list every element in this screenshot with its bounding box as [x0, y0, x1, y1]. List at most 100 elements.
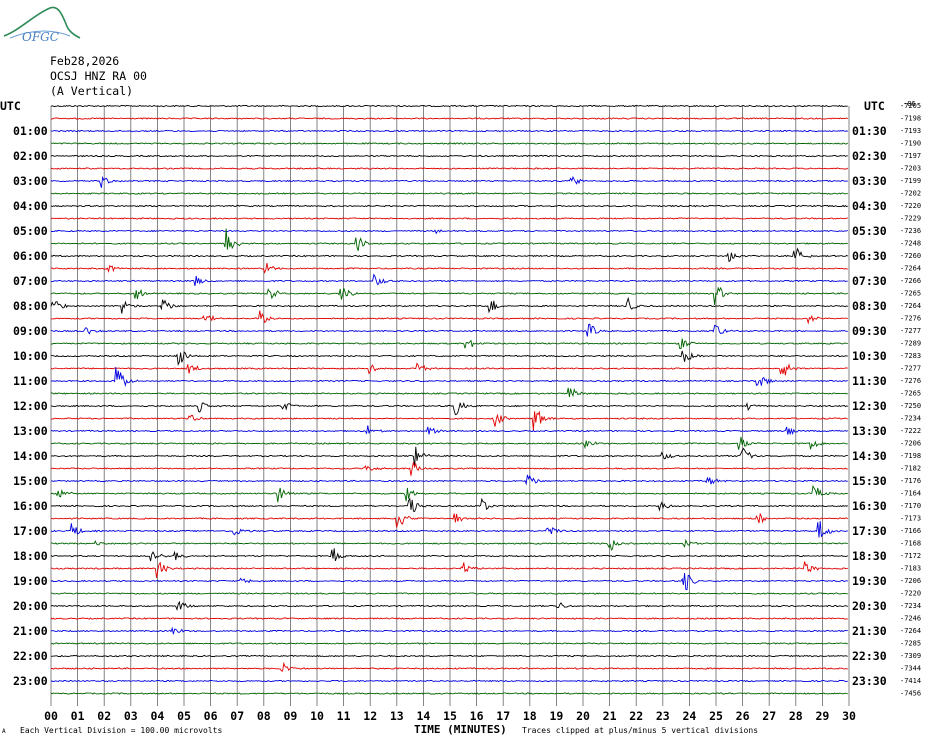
x-tick-label: 21	[603, 709, 617, 723]
offset-label: -7229	[900, 215, 921, 223]
left-hour-label: 01:00	[13, 124, 48, 138]
scale-note: Each Vertical Division = 100.00 microvol…	[20, 726, 222, 735]
trace-line	[50, 362, 848, 376]
offset-label: -7265	[900, 290, 921, 298]
offset-label: -7220	[900, 590, 921, 598]
right-offset-labels: -7205 -7198 -7193 -7190 -7197 -7203 -7199 -7202…	[900, 102, 921, 698]
left-hour-label: 05:00	[13, 224, 48, 238]
clip-note: Traces clipped at plus/minus 5 vertical …	[522, 726, 758, 735]
offset-label: -7250	[900, 402, 921, 410]
left-hour-label: 11:00	[13, 374, 48, 388]
footer-mark: A	[2, 728, 6, 735]
trace-line	[50, 401, 848, 416]
trace-line	[50, 175, 848, 188]
offset-label: -7199	[900, 177, 921, 185]
left-hour-label: 03:00	[13, 174, 48, 188]
offset-label: -7260	[900, 252, 921, 260]
x-axis-label: TIME (MINUTES)	[414, 723, 507, 736]
right-hour-label: 17:30	[852, 524, 887, 538]
x-tick-label: 29	[815, 709, 829, 723]
right-hour-label: 14:30	[852, 449, 887, 463]
offset-label: -7164	[900, 490, 921, 498]
offset-label: -7285	[900, 640, 921, 648]
ofgc-logo: OFGC	[3, 6, 81, 44]
offset-label: -7276	[900, 377, 921, 385]
x-tick-label: 10	[310, 709, 324, 723]
offset-label: -7236	[900, 227, 921, 235]
trace-line	[50, 436, 848, 450]
offset-label: -7166	[900, 527, 921, 535]
trace-line	[50, 310, 848, 325]
trace-line	[51, 229, 848, 235]
x-tick-label: 07	[230, 709, 244, 723]
offset-label: -7234	[900, 602, 921, 610]
offset-label: -7344	[900, 665, 921, 673]
x-tick-label: 00	[44, 709, 58, 723]
offset-label: -7220	[900, 202, 921, 210]
offset-label: -7248	[900, 240, 921, 248]
trace-line	[51, 367, 848, 388]
trace-line	[50, 273, 848, 287]
trace-line	[50, 154, 848, 158]
trace-line	[50, 129, 848, 133]
offset-label: -7309	[900, 652, 921, 660]
x-tick-label: 15	[443, 709, 457, 723]
offset-label: -7234	[900, 415, 921, 423]
trace-line	[50, 217, 848, 220]
x-tick-label: 30	[842, 709, 856, 723]
trace-line	[50, 338, 848, 350]
offset-label: -7222	[900, 427, 921, 435]
left-hour-label: 19:00	[13, 574, 48, 588]
offset-label: -7168	[900, 540, 921, 548]
trace-line	[50, 654, 848, 658]
offset-label: -7203	[900, 165, 921, 173]
trace-line	[50, 104, 848, 108]
offset-label: -7202	[900, 190, 921, 198]
offset-label: -7277	[900, 365, 921, 373]
x-tick-label: 05	[177, 709, 191, 723]
right-hour-label: 12:30	[852, 399, 887, 413]
left-hour-label: 07:00	[13, 274, 48, 288]
x-tick-label: 08	[257, 709, 271, 723]
offset-label: -7190	[900, 140, 921, 148]
left-hour-label: 14:00	[13, 449, 48, 463]
offset-label: -7264	[900, 302, 921, 310]
right-hour-label: 04:30	[852, 199, 887, 213]
x-tick-label: 13	[390, 709, 404, 723]
offset-label: -7205	[900, 102, 921, 110]
x-tick-label: 27	[762, 709, 776, 723]
trace-line	[50, 497, 849, 513]
trace-line	[50, 410, 848, 431]
offset-label: -7172	[900, 552, 921, 560]
x-tick-label: 22	[629, 709, 643, 723]
trace-line	[50, 425, 849, 436]
left-hour-labels: 01:00 02:00 03:00 04:00 05:00 06:00 07:00 08:00…	[13, 124, 48, 688]
offset-label: -7276	[900, 315, 921, 323]
offset-label: -7182	[900, 465, 921, 473]
offset-label: -7198	[900, 115, 921, 123]
left-hour-label: 21:00	[13, 624, 48, 638]
left-hour-label: 17:00	[13, 524, 48, 538]
offset-label: -7246	[900, 615, 921, 623]
trace-line	[50, 247, 849, 263]
right-axis-label: UTC	[864, 99, 885, 113]
right-hour-label: 21:30	[852, 624, 887, 638]
offset-label: -7266	[900, 277, 921, 285]
offset-label: -7176	[900, 477, 921, 485]
offset-label: -7265	[900, 390, 921, 398]
trace-line	[51, 661, 848, 672]
trace-line	[50, 679, 848, 683]
left-hour-label: 18:00	[13, 549, 48, 563]
trace-line	[50, 642, 848, 645]
left-hour-label: 08:00	[13, 299, 48, 313]
offset-label: -7277	[900, 327, 921, 335]
right-hour-label: 01:30	[852, 124, 887, 138]
trace-line	[50, 474, 848, 486]
trace-line	[50, 263, 848, 274]
top-right-mark: -86	[903, 100, 916, 108]
right-hour-label: 20:30	[852, 599, 887, 613]
trace-line	[50, 548, 849, 562]
right-hour-label: 03:30	[852, 174, 887, 188]
x-tick-label: 20	[576, 709, 590, 723]
logo-text: OFGC	[22, 30, 59, 44]
